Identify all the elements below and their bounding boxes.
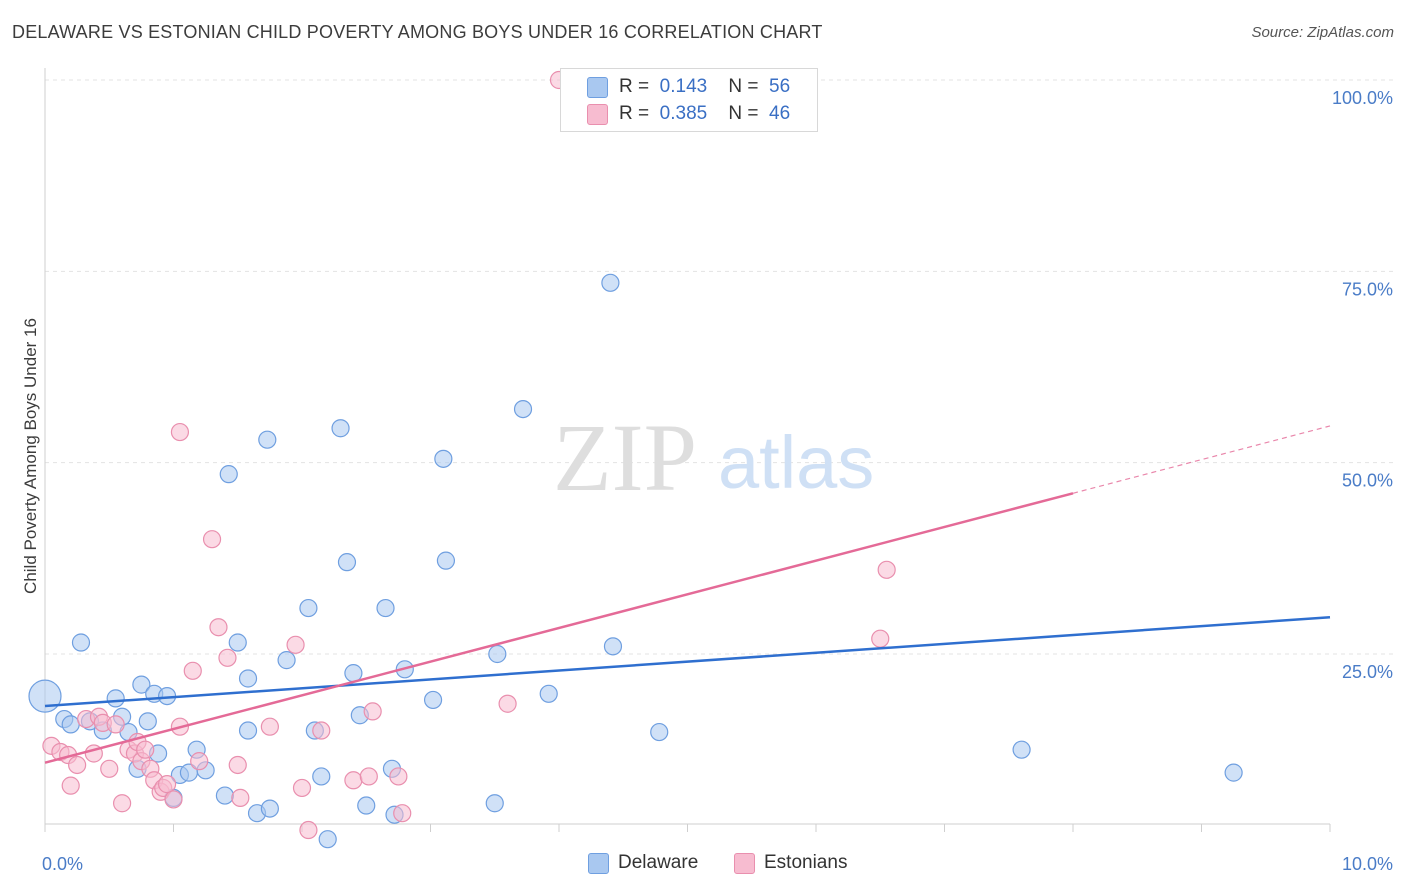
legend-text-estonians: R = 0.385 N = 46 <box>619 103 791 124</box>
correlation-legend: R = 0.143 N = 56 R = 0.385 N = 46 <box>560 68 818 132</box>
data-point-estonians <box>286 635 305 654</box>
data-point-delaware <box>28 679 62 713</box>
data-point-estonians <box>100 759 119 778</box>
data-point-estonians <box>312 721 331 740</box>
data-point-delaware <box>513 399 533 419</box>
chart-title: DELAWARE VS ESTONIAN CHILD POVERTY AMONG… <box>12 22 823 42</box>
data-point-estonians <box>68 755 87 775</box>
data-point-estonians <box>112 794 132 813</box>
data-point-delaware <box>106 689 125 708</box>
data-point-estonians <box>136 740 155 759</box>
data-point-delaware <box>238 721 258 740</box>
data-point-delaware <box>376 598 395 618</box>
data-point-delaware <box>423 690 443 710</box>
data-point-delaware <box>539 684 558 703</box>
trend-line-delaware <box>44 616 1331 708</box>
legend-swatch-estonians <box>587 103 608 125</box>
data-point-estonians <box>190 752 209 771</box>
data-point-delaware <box>299 598 318 618</box>
bottom-legend-swatch-estonians <box>734 853 755 874</box>
data-point-estonians <box>183 661 202 680</box>
legend-text-delaware: R = 0.143 N = 56 <box>619 76 791 97</box>
y-axis-label: Child Poverty Among Boys Under 16 <box>21 318 40 594</box>
data-point-estonians <box>170 422 190 442</box>
data-point-delaware <box>488 644 507 664</box>
data-point-delaware <box>1012 740 1031 759</box>
bottom-legend-label-delaware: Delaware <box>618 852 699 873</box>
source-label: Source: ZipAtlas.com <box>1251 24 1394 41</box>
data-point-estonians <box>164 790 183 809</box>
y-tick-label: 100.0% <box>1332 88 1393 108</box>
grid-lines <box>45 79 1395 655</box>
data-point-estonians <box>61 776 80 795</box>
data-point-delaware <box>603 637 623 656</box>
data-point-delaware <box>436 551 456 570</box>
data-point-delaware <box>1224 763 1243 782</box>
data-point-estonians <box>359 767 378 786</box>
x-tick-label: 0.0% <box>42 854 83 874</box>
data-point-estonians <box>299 820 318 840</box>
data-point-estonians <box>877 560 896 579</box>
data-point-estonians <box>344 771 363 790</box>
y-tick-label: 50.0% <box>1342 471 1393 491</box>
x-tick-label: 10.0% <box>1342 854 1393 874</box>
data-point-estonians <box>498 694 517 713</box>
data-point-estonians <box>363 702 382 721</box>
data-point-estonians <box>209 618 228 637</box>
data-point-delaware <box>485 794 504 813</box>
data-point-delaware <box>601 273 620 292</box>
watermark: ZIP atlas <box>553 404 874 511</box>
data-point-estonians <box>202 530 222 549</box>
data-point-estonians <box>871 629 890 648</box>
data-point-delaware <box>337 553 357 572</box>
data-point-delaware <box>219 465 238 484</box>
bottom-legend-swatch-delaware <box>588 853 609 874</box>
data-point-delaware <box>71 633 91 652</box>
trend-line-extension-estonians <box>1072 425 1331 494</box>
data-point-delaware <box>434 449 453 468</box>
data-point-delaware <box>260 799 279 818</box>
data-point-delaware <box>228 633 247 652</box>
bottom-legend-label-estonians: Estonians <box>764 852 848 873</box>
data-point-delaware <box>318 830 337 849</box>
data-point-delaware <box>331 419 350 438</box>
y-tick-label: 25.0% <box>1342 662 1393 682</box>
data-points <box>28 70 1243 849</box>
data-point-delaware <box>238 669 258 688</box>
data-point-estonians <box>292 778 312 798</box>
data-point-estonians <box>393 804 412 823</box>
data-point-estonians <box>157 775 177 794</box>
tick-labels: 25.0% 50.0% 75.0% 100.0% 0.0% 10.0% <box>42 88 1393 874</box>
trend-line-estonians <box>44 492 1074 764</box>
data-point-estonians <box>218 648 237 667</box>
data-point-delaware <box>138 712 157 731</box>
data-point-delaware <box>61 715 80 734</box>
trend-lines <box>44 425 1331 764</box>
data-point-estonians <box>106 715 125 734</box>
watermark-zip: ZIP <box>553 404 697 511</box>
data-point-delaware <box>312 767 331 786</box>
data-point-estonians <box>260 717 279 736</box>
data-point-delaware <box>258 430 277 449</box>
data-point-delaware <box>132 675 151 694</box>
data-point-delaware <box>215 786 234 805</box>
data-point-estonians <box>389 767 408 786</box>
data-point-delaware <box>650 722 669 742</box>
data-point-estonians <box>228 755 247 775</box>
data-point-estonians <box>231 788 250 807</box>
legend-swatch-delaware <box>587 76 608 98</box>
data-point-delaware <box>277 651 296 670</box>
watermark-atlas: atlas <box>718 421 874 504</box>
y-tick-label: 75.0% <box>1342 279 1393 299</box>
data-point-delaware <box>357 796 376 815</box>
